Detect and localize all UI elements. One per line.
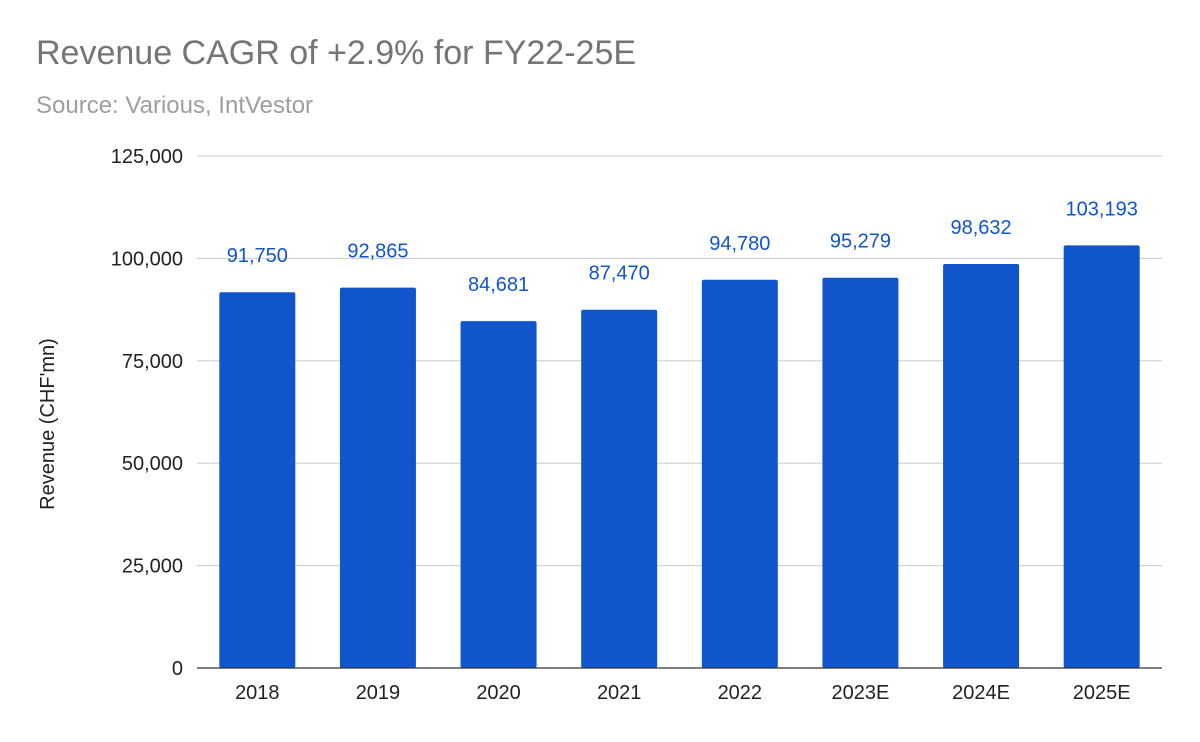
x-tick-label: 2021 [597,682,642,704]
bar [701,279,778,668]
bar [1063,245,1140,668]
y-tick-label: 75,000 [122,351,183,373]
data-label: 95,279 [830,231,891,253]
data-label: 84,681 [468,274,529,296]
data-label: 92,865 [347,241,408,263]
data-label: 94,780 [709,233,770,255]
x-tick-label: 2023E [832,682,890,704]
data-label: 87,470 [589,263,650,285]
bar [581,309,658,668]
x-tick-label: 2019 [356,682,401,704]
x-axis-ticks: 2018 2019 2020 2021 2022 2023E 2024E 2025E [235,682,1131,704]
bar [460,321,537,668]
data-label: 91,750 [227,245,288,267]
data-labels: 91,750 92,865 84,681 87,470 94,780 95,279 98,6… [227,198,1138,296]
y-tick-label: 125,000 [111,146,183,168]
x-tick-label: 2020 [476,682,521,704]
y-tick-label: 50,000 [122,453,183,475]
y-tick-label: 0 [172,658,183,680]
bar [219,292,296,668]
bar [339,287,416,668]
chart-subtitle: Source: Various, IntVestor [36,92,314,119]
chart-title: Revenue CAGR of +2.9% for FY22-25E [36,34,637,72]
data-label: 103,193 [1066,198,1138,220]
y-axis-title: Revenue (CHF'mn) [37,338,59,510]
y-axis-ticks: 0 25,000 50,000 75,000 100,000 125,000 [111,146,183,680]
data-label: 98,632 [950,217,1011,239]
y-tick-label: 25,000 [122,556,183,578]
x-tick-label: 2024E [952,682,1010,704]
bars [219,245,1140,668]
y-tick-label: 100,000 [111,248,183,270]
bar [822,277,899,668]
bar [943,264,1020,668]
x-tick-label: 2018 [235,682,280,704]
x-tick-label: 2025E [1073,682,1131,704]
x-tick-label: 2022 [718,682,763,704]
